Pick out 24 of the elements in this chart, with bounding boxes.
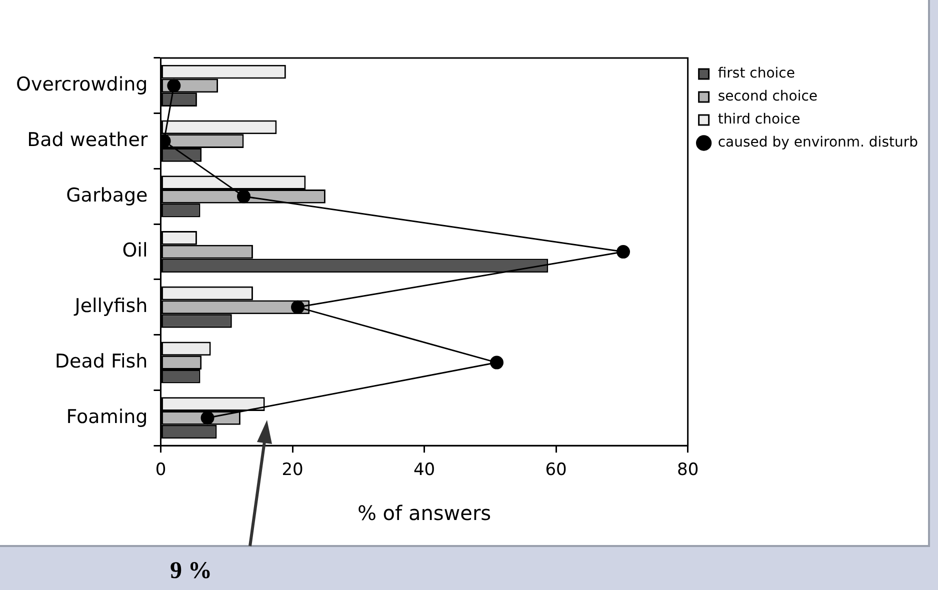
y-tick-label: Dead Fish: [54, 350, 148, 372]
y-tick-label: Overcrowding: [16, 74, 148, 96]
point: [616, 245, 630, 259]
legend-label: third choice: [718, 112, 800, 128]
legend-label: first choice: [718, 66, 795, 82]
legend-label: second choice: [718, 88, 818, 105]
point: [490, 356, 504, 370]
y-tick-label: Oil: [122, 240, 148, 262]
x-tick-label: 20: [282, 460, 304, 480]
x-tick-label: 80: [677, 460, 699, 480]
x-tick-label: 0: [155, 460, 166, 480]
point: [200, 411, 214, 425]
y-tick-label: Foaming: [66, 406, 148, 428]
x-tick-label: 40: [413, 460, 436, 480]
text: 9 %: [170, 558, 212, 585]
x-tick-label: 60: [545, 460, 567, 480]
point: [291, 300, 305, 314]
x-axis-title: % of answers: [357, 501, 492, 526]
legend-label: caused by environm. disturb: [718, 134, 918, 151]
y-tick-label: Garbage: [66, 184, 148, 206]
y-tick-label: Bad weather: [27, 128, 148, 151]
y-tick-label: Jellyfish: [74, 295, 148, 318]
point: [236, 190, 250, 204]
point: [167, 78, 181, 92]
